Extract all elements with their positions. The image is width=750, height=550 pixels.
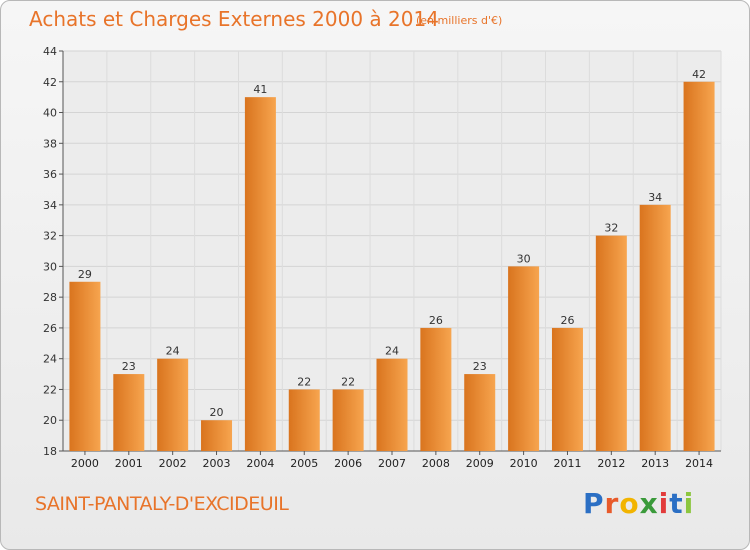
bar-value-label: 23 <box>473 360 487 373</box>
x-tick-label: 2011 <box>553 457 581 470</box>
bar-value-label: 30 <box>517 252 531 265</box>
x-tick-label: 2014 <box>685 457 713 470</box>
y-tick-label: 44 <box>43 45 57 58</box>
bar <box>332 389 364 451</box>
bar-value-label: 20 <box>210 406 224 419</box>
x-tick-label: 2005 <box>290 457 318 470</box>
y-tick-label: 42 <box>43 76 57 89</box>
bar <box>376 358 408 451</box>
logo-letter: t <box>669 487 684 520</box>
bar-value-label: 42 <box>692 68 706 81</box>
bar-value-label: 24 <box>385 345 399 358</box>
y-tick-label: 30 <box>43 260 57 273</box>
x-tick-label: 2002 <box>159 457 187 470</box>
bar <box>420 327 452 451</box>
bar <box>683 81 715 452</box>
bar <box>201 420 233 451</box>
logo-letter: i <box>683 487 695 520</box>
y-tick-label: 22 <box>43 383 57 396</box>
x-tick-label: 2012 <box>597 457 625 470</box>
logo-letter: P <box>583 487 605 520</box>
bar <box>508 266 540 451</box>
bar-value-label: 22 <box>297 375 311 388</box>
y-tick-label: 40 <box>43 107 57 120</box>
y-tick-label: 34 <box>43 199 57 212</box>
logo-letter: i <box>658 487 670 520</box>
bar <box>464 374 496 451</box>
bar-value-label: 26 <box>560 314 574 327</box>
x-tick-label: 2009 <box>466 457 494 470</box>
bar-value-label: 23 <box>122 360 136 373</box>
y-tick-label: 20 <box>43 414 57 427</box>
y-tick-label: 36 <box>43 168 57 181</box>
bar-value-label: 34 <box>648 191 662 204</box>
bar <box>113 374 145 451</box>
bar <box>639 204 671 451</box>
x-tick-label: 2006 <box>334 457 362 470</box>
labels: 29 2000 23 2001 24 2002 20 2003 41 2004 22 2005 22 20… <box>71 68 713 470</box>
x-tick-label: 2001 <box>115 457 143 470</box>
proxiti-logo: Proxiti <box>583 487 694 520</box>
bar-value-label: 26 <box>429 314 443 327</box>
x-tick-label: 2013 <box>641 457 669 470</box>
bar <box>288 389 320 451</box>
chart-unit: (en milliers d'€) <box>416 14 503 27</box>
x-tick-label: 2010 <box>510 457 538 470</box>
y-tick-label: 38 <box>43 137 57 150</box>
commune-name: SAINT-PANTALY-D'EXCIDEUIL <box>35 493 289 515</box>
y-tick-label: 28 <box>43 291 57 304</box>
bar <box>69 281 101 451</box>
bar <box>157 358 189 451</box>
bar-value-label: 24 <box>166 345 180 358</box>
x-tick-label: 2008 <box>422 457 450 470</box>
y-tick-label: 18 <box>43 445 57 458</box>
x-tick-label: 2007 <box>378 457 406 470</box>
y-tick-label: 24 <box>43 353 57 366</box>
bar-value-label: 41 <box>253 83 267 96</box>
x-tick-label: 2004 <box>246 457 274 470</box>
bars <box>69 81 715 452</box>
bar-value-label: 22 <box>341 375 355 388</box>
y-tick-label: 26 <box>43 322 57 335</box>
bar <box>551 327 583 451</box>
bar <box>244 97 276 452</box>
logo-letter: x <box>639 487 659 520</box>
bar-value-label: 29 <box>78 268 92 281</box>
logo-letter: o <box>619 487 640 520</box>
logo-letter: r <box>604 487 620 520</box>
x-tick-label: 2003 <box>203 457 231 470</box>
chart-title: Achats et Charges Externes 2000 à 2014 <box>29 7 439 31</box>
bar-value-label: 32 <box>604 222 618 235</box>
bar <box>595 235 627 451</box>
y-tick-label: 32 <box>43 230 57 243</box>
x-tick-label: 2000 <box>71 457 99 470</box>
